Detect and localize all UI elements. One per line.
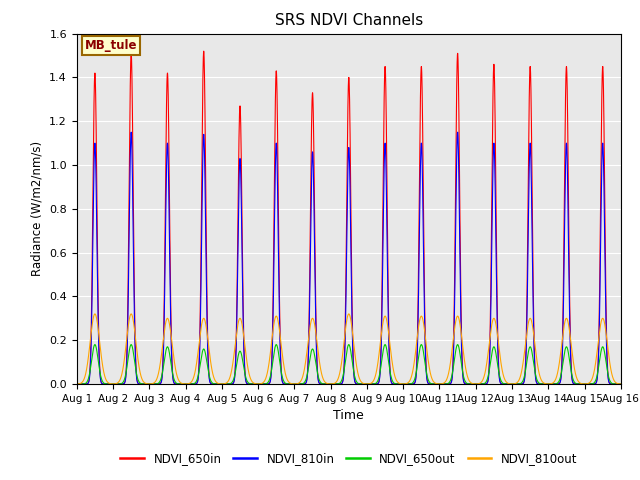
NDVI_650in xyxy=(501,381,509,387)
NDVI_810out xyxy=(189,375,197,381)
Line: NDVI_810in: NDVI_810in xyxy=(77,132,621,384)
NDVI_650out xyxy=(184,381,191,387)
NDVI_810out xyxy=(184,381,191,387)
NDVI_810out xyxy=(424,356,432,361)
NDVI_650out xyxy=(73,381,81,387)
Line: NDVI_650out: NDVI_650out xyxy=(77,345,621,384)
NDVI_650out xyxy=(189,381,197,387)
NDVI_650out xyxy=(424,376,432,382)
NDVI_810out xyxy=(501,377,509,383)
NDVI_810out xyxy=(615,381,623,387)
NDVI_650in xyxy=(276,351,284,357)
NDVI_650in xyxy=(424,380,432,385)
NDVI_650in xyxy=(184,381,191,387)
NDVI_810in xyxy=(615,381,623,387)
Line: NDVI_650in: NDVI_650in xyxy=(77,51,621,384)
Text: MB_tule: MB_tule xyxy=(85,39,138,52)
NDVI_810in xyxy=(424,380,432,386)
X-axis label: Time: Time xyxy=(333,409,364,422)
NDVI_650in xyxy=(189,381,197,387)
NDVI_810in xyxy=(127,129,135,135)
NDVI_810out xyxy=(145,381,153,387)
NDVI_650out xyxy=(501,381,509,387)
NDVI_810out xyxy=(617,381,625,387)
Title: SRS NDVI Channels: SRS NDVI Channels xyxy=(275,13,423,28)
NDVI_810in xyxy=(189,381,197,387)
NDVI_810in xyxy=(276,358,284,364)
NDVI_810out xyxy=(276,336,284,342)
NDVI_650out xyxy=(615,381,623,387)
NDVI_810in xyxy=(617,381,625,387)
NDVI_650in xyxy=(615,381,623,387)
NDVI_650out xyxy=(276,365,284,371)
NDVI_650out xyxy=(218,381,226,387)
NDVI_650in xyxy=(617,381,625,387)
NDVI_650in xyxy=(73,381,81,387)
NDVI_810in xyxy=(501,381,509,387)
NDVI_810in xyxy=(184,381,191,387)
Line: NDVI_810out: NDVI_810out xyxy=(77,314,621,384)
NDVI_650in xyxy=(218,381,226,387)
NDVI_810in xyxy=(73,381,81,387)
NDVI_810out xyxy=(73,381,81,387)
NDVI_810in xyxy=(218,381,226,387)
NDVI_810out xyxy=(91,311,99,317)
NDVI_650out xyxy=(91,342,99,348)
Y-axis label: Radiance (W/m2/nm/s): Radiance (W/m2/nm/s) xyxy=(31,141,44,276)
NDVI_650in xyxy=(200,48,207,54)
Legend: NDVI_650in, NDVI_810in, NDVI_650out, NDVI_810out: NDVI_650in, NDVI_810in, NDVI_650out, NDV… xyxy=(116,448,582,470)
NDVI_650out xyxy=(617,381,625,387)
